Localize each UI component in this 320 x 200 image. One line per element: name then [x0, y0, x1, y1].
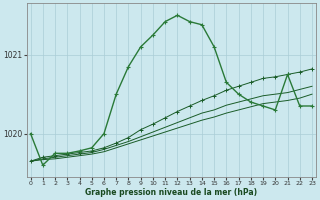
- X-axis label: Graphe pression niveau de la mer (hPa): Graphe pression niveau de la mer (hPa): [85, 188, 257, 197]
